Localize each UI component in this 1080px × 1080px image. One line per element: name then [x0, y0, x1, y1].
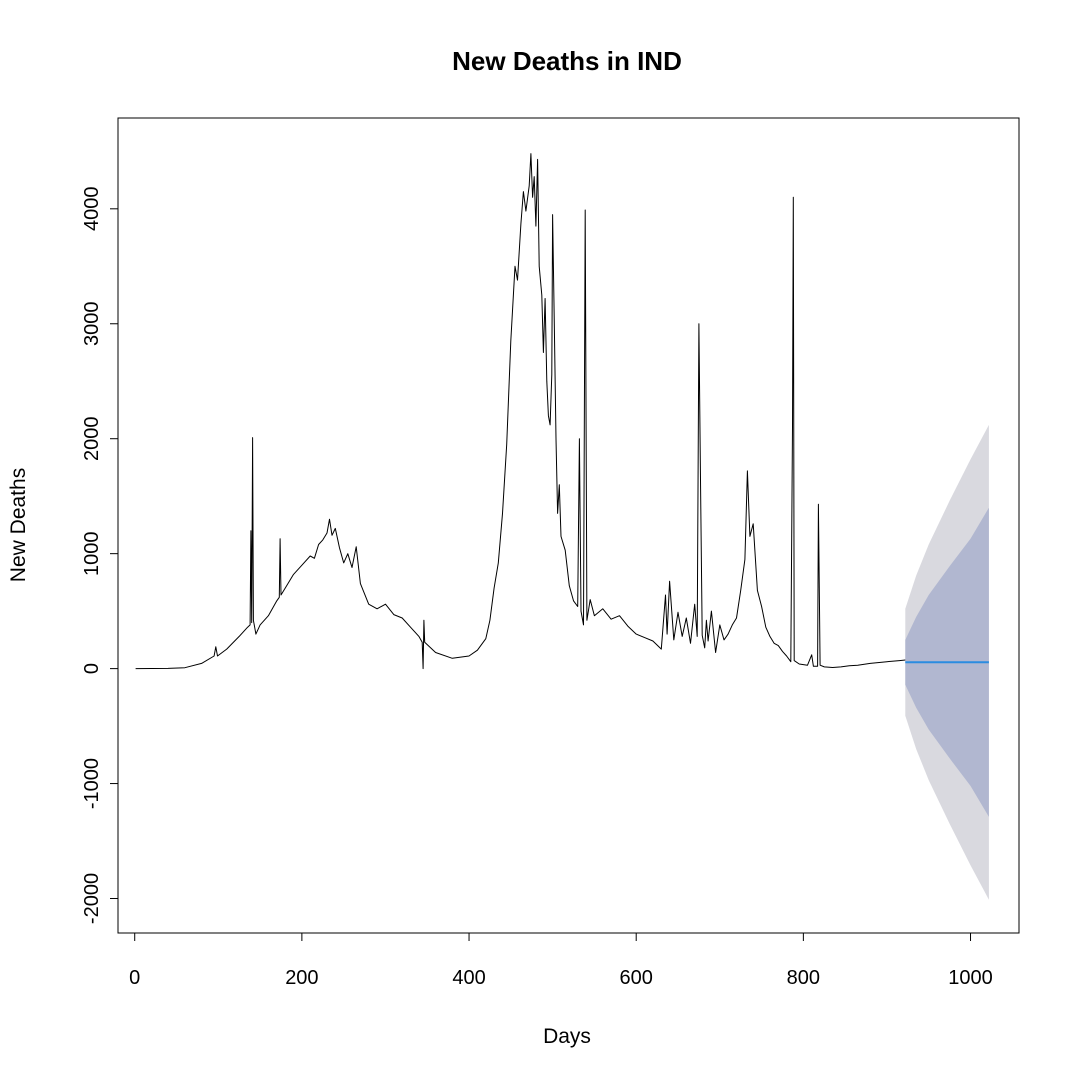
x-tick-label: 400 — [452, 967, 485, 989]
x-tick-label: 200 — [285, 967, 318, 989]
y-tick-label: 4000 — [81, 187, 103, 232]
observed-deaths-line — [135, 153, 906, 670]
x-tick-label: 0 — [129, 967, 140, 989]
x-tick-label: 800 — [787, 967, 820, 989]
y-tick-label: 3000 — [81, 302, 103, 347]
chart-title: New Deaths in IND — [452, 46, 682, 76]
series-lines — [135, 153, 989, 670]
x-tick-label: 1000 — [948, 967, 993, 989]
y-tick-label: 2000 — [81, 416, 103, 461]
y-tick-label: 0 — [81, 663, 103, 674]
y-axis-title: New Deaths — [7, 468, 30, 582]
x-axis: 0 200 400 600 800 1000 — [129, 932, 993, 989]
x-axis-title: Days — [543, 1025, 591, 1048]
y-tick-label: -1000 — [81, 758, 103, 809]
y-tick-label: -2000 — [81, 873, 103, 924]
y-axis: -2000 -1000 0 1000 2000 3000 4000 — [81, 187, 119, 924]
x-tick-label: 600 — [620, 967, 653, 989]
y-tick-label: 1000 — [81, 531, 103, 576]
